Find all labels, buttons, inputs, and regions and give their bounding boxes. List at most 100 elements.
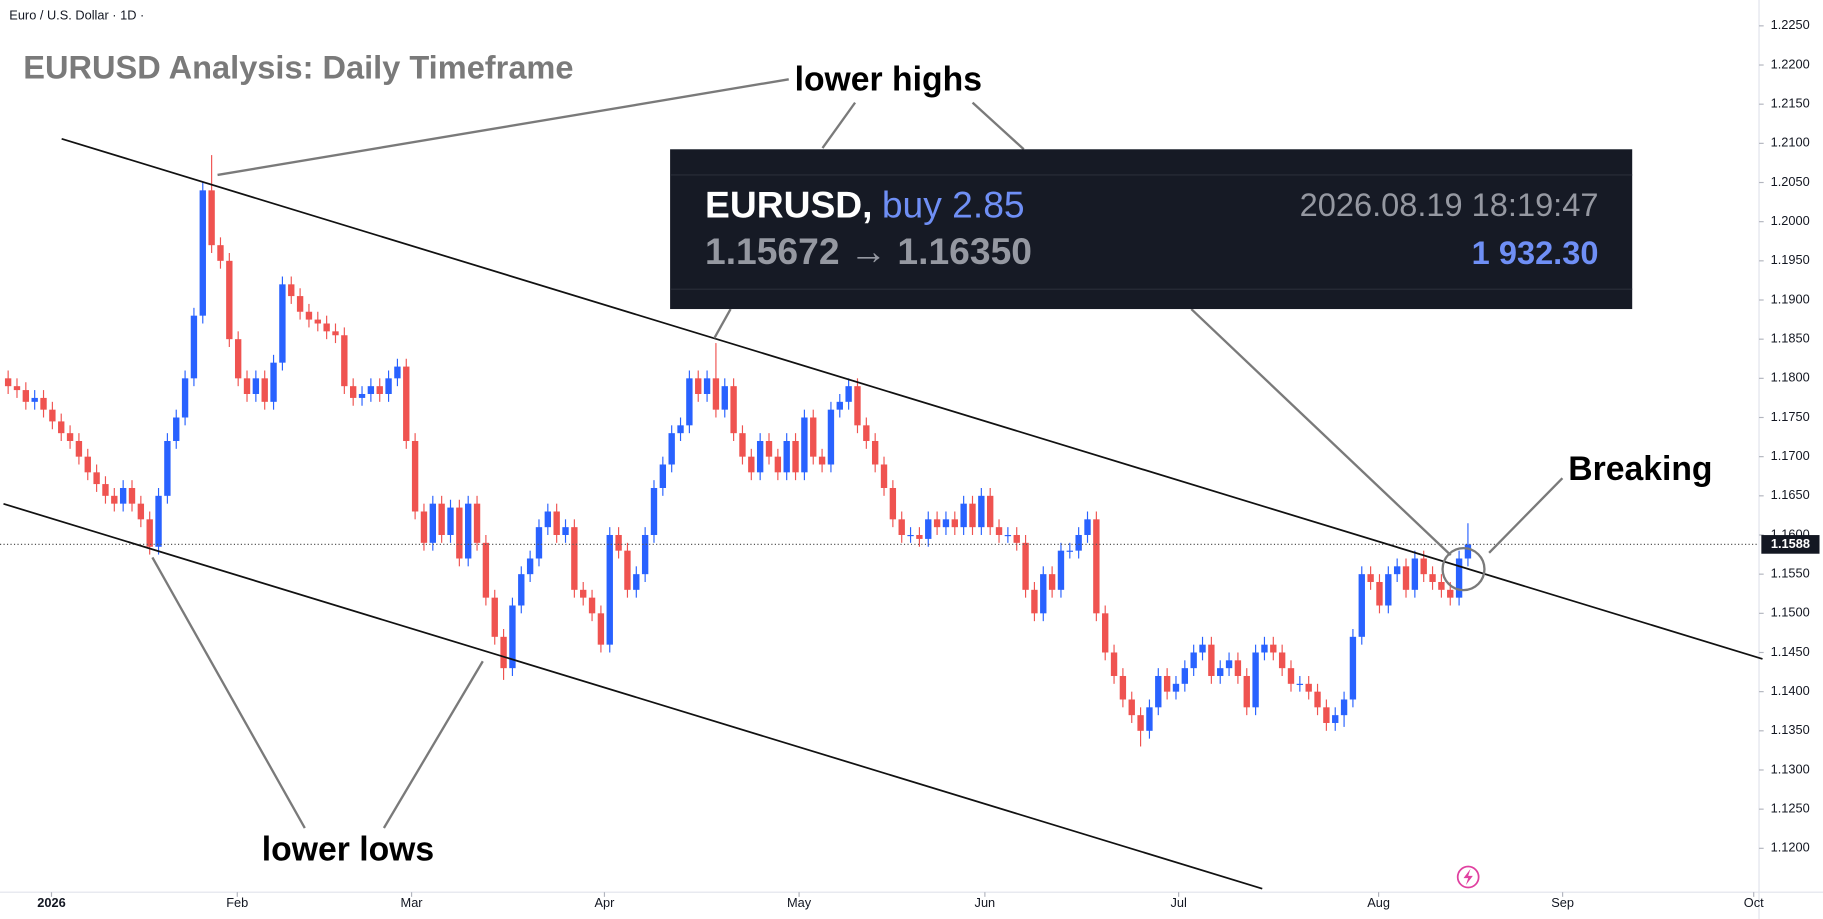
lightning-bolt — [1463, 868, 1473, 886]
candle-body — [1340, 699, 1348, 716]
candle-body — [1137, 715, 1144, 731]
candle-body — [456, 507, 463, 559]
candle-body — [1031, 589, 1038, 614]
annotation: lower highs — [795, 61, 982, 99]
y-tick-label: 1.1750 — [1771, 409, 1810, 424]
lightning-icon[interactable] — [1456, 865, 1480, 889]
candle-body — [420, 511, 428, 543]
candle-body — [580, 589, 587, 598]
candle-body — [597, 613, 605, 645]
candle-body — [907, 534, 914, 537]
candle-body — [969, 503, 976, 528]
candle-body — [730, 386, 737, 434]
candle-body — [13, 386, 21, 391]
candle-body — [22, 390, 30, 402]
candle-body — [659, 464, 667, 488]
candle-body — [137, 503, 145, 520]
y-tick-label: 1.1250 — [1771, 801, 1810, 816]
candle-body — [314, 319, 321, 324]
candle-body — [128, 487, 136, 504]
candle-body — [1190, 652, 1197, 669]
candle-body — [1261, 644, 1268, 653]
y-tick-label: 1.1900 — [1771, 291, 1810, 306]
connector — [151, 556, 306, 829]
candle-body — [801, 417, 808, 473]
candle-body — [1066, 550, 1073, 552]
candle-body — [686, 378, 693, 426]
candle-body — [1296, 683, 1304, 685]
candle-body — [1075, 534, 1082, 551]
candle-body — [1172, 683, 1180, 692]
candle-body — [898, 519, 905, 535]
x-tick-label: Oct — [1744, 895, 1764, 910]
candle-body — [518, 574, 525, 606]
candle-body — [535, 527, 543, 559]
candle-body — [818, 456, 826, 465]
candle-body — [1217, 668, 1224, 676]
candle-body — [606, 534, 613, 645]
candle-body — [403, 366, 410, 441]
annotation: lower lows — [262, 830, 434, 868]
candle-body — [588, 597, 596, 614]
trade-action: buy 2.85 — [882, 183, 1025, 225]
candle-body — [1349, 636, 1357, 700]
candle-body — [252, 378, 260, 394]
candle-body — [765, 440, 773, 457]
candle-body — [748, 456, 755, 473]
candle-body — [305, 311, 313, 320]
candle-body — [1110, 652, 1118, 676]
candle-body — [438, 503, 445, 535]
candle-body — [181, 378, 189, 418]
candle-body — [155, 495, 162, 547]
y-tick-label: 1.2200 — [1771, 56, 1810, 71]
candle-body — [721, 386, 728, 410]
candle-body — [1146, 707, 1153, 731]
y-tick-label: 1.1950 — [1771, 252, 1810, 267]
candle-body — [394, 366, 401, 379]
candle-body — [491, 597, 498, 637]
candle-body — [31, 397, 38, 402]
candle-body — [925, 519, 932, 539]
candle-body — [1119, 675, 1127, 700]
candle-body — [288, 284, 295, 297]
candle-body — [951, 519, 958, 528]
x-tick-label: Feb — [226, 895, 248, 910]
candle-body — [341, 335, 348, 387]
candle-body — [845, 386, 852, 402]
candle-body — [58, 421, 65, 434]
candle-body — [1376, 581, 1383, 606]
connector — [821, 101, 857, 149]
y-tick-label: 1.1700 — [1771, 448, 1810, 463]
candle-body — [4, 378, 12, 387]
candle-body — [199, 190, 206, 316]
candle-body — [978, 495, 985, 528]
candle-body — [279, 284, 286, 363]
plot — [0, 155, 1760, 747]
x-tick-label: 2026 — [37, 895, 65, 910]
x-tick-label: Jun — [975, 895, 996, 910]
symbol-header: Euro / U.S. Dollar · 1D · — [9, 8, 144, 23]
candle-body — [1234, 660, 1242, 676]
candle-body — [84, 456, 91, 473]
candle-body — [827, 409, 835, 465]
candle-body — [633, 574, 640, 590]
lower-trendline — [3, 502, 1263, 890]
candle-body — [1402, 566, 1410, 590]
candle-body — [234, 339, 242, 379]
candle-body — [1323, 707, 1330, 723]
x-tick-label: Aug — [1367, 895, 1390, 910]
candle-body — [296, 296, 304, 312]
x-tick-label: Apr — [594, 895, 615, 910]
connector — [713, 308, 732, 339]
candle-body — [358, 393, 366, 398]
candle-body — [1022, 542, 1029, 590]
candle-body — [677, 425, 684, 434]
y-tick-label: 1.2250 — [1771, 17, 1810, 32]
candle-body — [1420, 558, 1427, 575]
y-tick-label: 1.1500 — [1771, 605, 1810, 620]
candle-body — [323, 323, 330, 332]
candle-body — [146, 519, 153, 547]
candle-body — [500, 636, 507, 669]
candle-body — [1278, 652, 1286, 669]
candle-body — [783, 440, 790, 473]
